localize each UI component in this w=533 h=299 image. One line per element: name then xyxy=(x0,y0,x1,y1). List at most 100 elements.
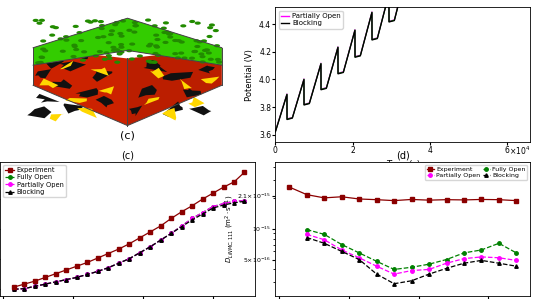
Experiment xyxy=(374,198,380,202)
Partially Open xyxy=(304,233,310,236)
Blocking xyxy=(74,276,80,279)
Experiment xyxy=(356,197,362,201)
Fully Open xyxy=(189,217,195,220)
Fully Open xyxy=(179,224,185,228)
Circle shape xyxy=(161,31,167,34)
Circle shape xyxy=(93,54,99,57)
Circle shape xyxy=(133,24,139,27)
Polygon shape xyxy=(92,70,112,82)
Line: Blocking: Blocking xyxy=(305,236,518,286)
Y-axis label: Potential (V): Potential (V) xyxy=(245,49,254,100)
Circle shape xyxy=(175,56,181,60)
Blocking xyxy=(157,238,164,242)
Polygon shape xyxy=(35,69,51,78)
Fully Open xyxy=(356,251,362,255)
Line: Partially Open: Partially Open xyxy=(305,233,518,276)
Polygon shape xyxy=(99,86,114,94)
Fully Open xyxy=(126,257,132,260)
Fully Open xyxy=(84,273,91,276)
Circle shape xyxy=(132,21,138,24)
Polygon shape xyxy=(198,65,215,74)
Circle shape xyxy=(106,41,112,44)
Polygon shape xyxy=(33,18,127,65)
Polygon shape xyxy=(75,88,98,97)
Blocking xyxy=(199,212,206,216)
Circle shape xyxy=(148,43,154,46)
Circle shape xyxy=(81,50,87,54)
Fully Open xyxy=(374,260,380,263)
Circle shape xyxy=(197,40,203,43)
Circle shape xyxy=(180,24,187,28)
Partially Open xyxy=(189,217,195,220)
Fully Open xyxy=(443,258,450,261)
Blocking xyxy=(304,236,310,239)
Experiment xyxy=(321,196,327,200)
Polygon shape xyxy=(138,85,157,98)
Partially Open xyxy=(11,288,17,291)
Fully Open xyxy=(116,261,122,265)
Circle shape xyxy=(206,51,212,55)
Experiment xyxy=(286,185,293,189)
Circle shape xyxy=(35,61,41,64)
Polygon shape xyxy=(33,48,127,126)
Blocking xyxy=(105,266,111,269)
Blocking xyxy=(408,279,415,283)
Blocking xyxy=(168,232,174,235)
Blocking xyxy=(338,250,345,253)
Partially Open xyxy=(63,278,70,281)
Circle shape xyxy=(118,34,125,38)
Experiment xyxy=(443,198,450,202)
Circle shape xyxy=(100,35,107,38)
Blocking xyxy=(496,261,502,265)
Blocking xyxy=(147,245,154,248)
Circle shape xyxy=(95,36,101,39)
Fully Open xyxy=(11,288,17,291)
Fully Open xyxy=(32,285,38,288)
Partially Open xyxy=(461,257,467,260)
Fully Open xyxy=(168,232,174,235)
Circle shape xyxy=(110,46,117,49)
Circle shape xyxy=(116,50,122,53)
Partially Open xyxy=(179,224,185,228)
Blocking xyxy=(21,287,28,290)
Fully Open xyxy=(478,248,484,252)
Experiment xyxy=(210,191,216,195)
Circle shape xyxy=(153,33,159,37)
Fully Open xyxy=(496,242,502,245)
Partially Open xyxy=(356,256,362,260)
Fully Open xyxy=(304,228,310,231)
Blocking xyxy=(391,282,397,286)
Circle shape xyxy=(76,31,83,34)
Circle shape xyxy=(167,32,173,35)
Circle shape xyxy=(117,32,124,35)
Line: Blocking: Blocking xyxy=(12,200,246,291)
Legend: Experiment, Fully Open, Partially Open, Blocking: Experiment, Fully Open, Partially Open, … xyxy=(3,165,66,197)
Circle shape xyxy=(155,38,160,41)
Circle shape xyxy=(152,52,158,55)
Fully Open xyxy=(241,199,248,202)
Partially Open xyxy=(231,199,237,203)
Blocking xyxy=(513,264,520,268)
Experiment xyxy=(126,242,132,245)
Circle shape xyxy=(199,55,206,58)
Experiment xyxy=(231,180,237,184)
Blocking xyxy=(126,257,132,260)
Circle shape xyxy=(214,44,220,47)
Text: (c): (c) xyxy=(120,130,135,140)
Polygon shape xyxy=(144,97,159,105)
Fully Open xyxy=(147,245,154,248)
Polygon shape xyxy=(95,96,114,107)
Polygon shape xyxy=(36,94,60,103)
Experiment xyxy=(11,285,17,289)
Circle shape xyxy=(146,44,152,48)
Circle shape xyxy=(137,54,143,58)
Circle shape xyxy=(42,49,49,52)
Polygon shape xyxy=(52,79,72,89)
Circle shape xyxy=(131,30,138,34)
Fully Open xyxy=(42,282,49,286)
Circle shape xyxy=(92,19,98,22)
Polygon shape xyxy=(77,108,97,118)
Circle shape xyxy=(181,57,188,60)
Experiment xyxy=(136,236,143,240)
Fully Open xyxy=(21,287,28,290)
